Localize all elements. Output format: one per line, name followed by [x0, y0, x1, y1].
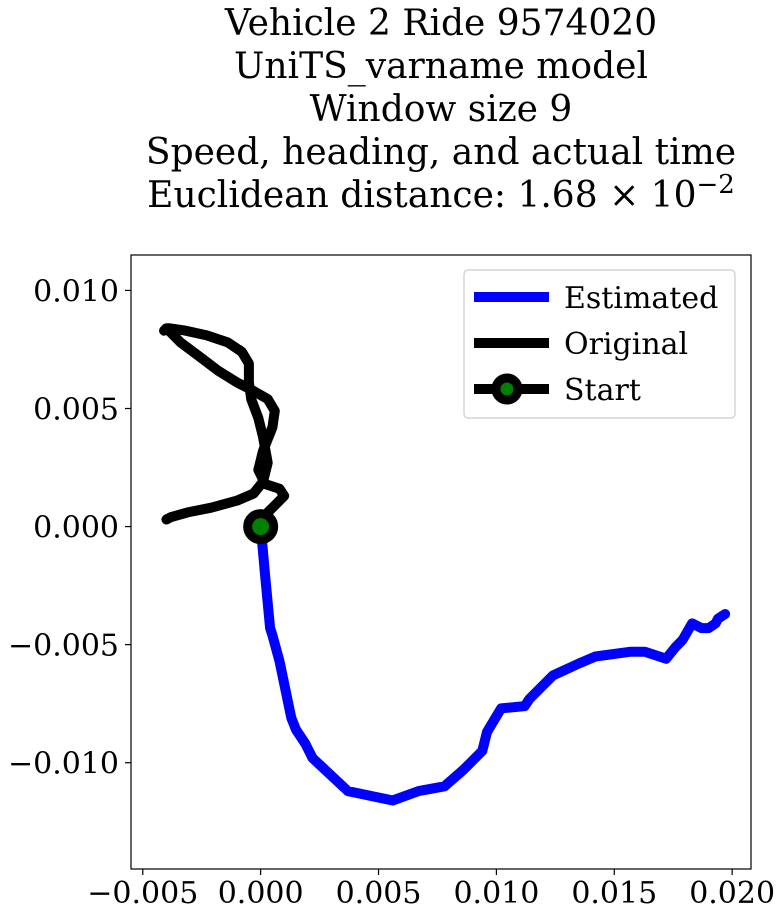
- x-tick-label: 0.020: [689, 876, 775, 911]
- y-tick-label: 0.000: [33, 511, 119, 546]
- y-tick-label: 0.010: [33, 274, 119, 309]
- legend-label-start: Start: [564, 373, 641, 408]
- x-tick-label: 0.015: [571, 876, 657, 911]
- series-line-original: [159, 323, 290, 532]
- title-line: Window size 9: [310, 89, 573, 130]
- legend-label-estimated: Estimated: [564, 281, 718, 316]
- y-tick-label: 0.005: [33, 393, 119, 428]
- x-tick-label: 0.000: [218, 876, 304, 911]
- x-axis: −0.005 0.000 0.005 0.010 0.015 0.020: [87, 869, 775, 911]
- y-tick-label: −0.005: [8, 629, 119, 664]
- title-line: Speed, heading, and actual time: [146, 132, 736, 173]
- plot-area-frame: [130, 254, 752, 870]
- title-line: UniTS_varname model: [234, 46, 648, 87]
- y-axis: 0.010 0.005 0.000 −0.005 −0.010: [8, 274, 131, 782]
- x-tick-label: 0.005: [336, 876, 422, 911]
- title-line: Vehicle 2 Ride 9574020: [224, 3, 657, 44]
- series-line-estimated: [255, 521, 731, 806]
- title-line-distance: Euclidean distance: 1.68 × 10−2: [147, 170, 735, 216]
- legend: Estimated Original Start: [463, 269, 736, 419]
- legend-label-original: Original: [564, 327, 688, 362]
- legend-start-marker: [491, 373, 523, 405]
- legend-box: [463, 269, 736, 419]
- x-tick-label: 0.010: [453, 876, 539, 911]
- start-marker: [243, 509, 279, 545]
- y-tick-label: −0.010: [8, 747, 119, 782]
- x-tick-label: −0.005: [87, 876, 198, 911]
- series-group: [159, 323, 731, 806]
